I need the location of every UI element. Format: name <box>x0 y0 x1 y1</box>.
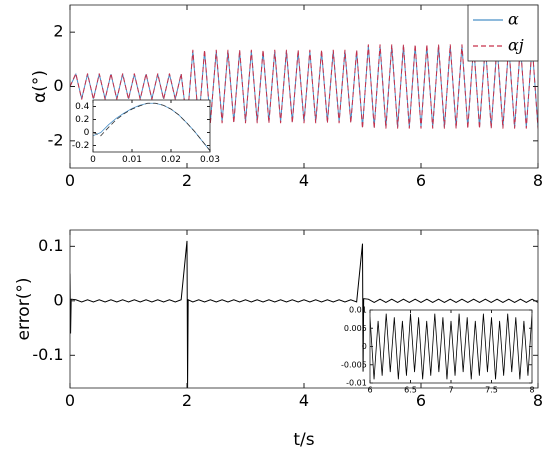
legend: α αj <box>467 4 539 62</box>
data-line <box>70 240 538 388</box>
x-tick-label: 0.01 <box>122 155 142 165</box>
x-axis-label: t/s <box>293 430 314 450</box>
y-tick-label: 0.005 <box>344 324 367 333</box>
legend-box <box>467 4 539 62</box>
x-tick-label: 8 <box>529 385 534 394</box>
x-tick-label: 4 <box>299 171 309 190</box>
panel: 0 0.01 0.02 0.03-0.200.20.4 <box>72 99 220 165</box>
panel: 0 2 4 6 8 -2 0 2 α(°) α αj <box>30 4 543 190</box>
y-tick-label: -0.2 <box>72 141 90 151</box>
y-tick-label: 0 <box>53 290 63 309</box>
y-tick-label: 0.2 <box>75 115 89 125</box>
x-tick-label: 8 <box>533 171 543 190</box>
plot-area <box>93 100 210 152</box>
x-tick-label: 6 <box>367 385 372 394</box>
y-tick-label: 0.4 <box>75 102 90 112</box>
x-tick-label: 0 <box>65 171 75 190</box>
y-tick-label: -2 <box>48 130 64 149</box>
data-line <box>70 44 538 129</box>
data-line <box>93 102 210 151</box>
y-axis-label: α(°) <box>30 70 50 103</box>
data-line <box>370 313 532 380</box>
x-tick-label: 6 <box>416 171 426 190</box>
y-tick-label: -0.005 <box>341 360 367 369</box>
y-tick-label: -0.01 <box>346 379 367 388</box>
x-tick-label: 2 <box>182 171 192 190</box>
x-tick-label: 0.03 <box>200 155 220 165</box>
x-tick-label: 8 <box>533 391 543 410</box>
legend-label: αj <box>508 36 524 55</box>
x-tick-label: 2 <box>182 391 192 410</box>
x-tick-label: 7.5 <box>485 385 498 394</box>
axes-box <box>92 99 211 153</box>
y-tick-label: 0.1 <box>38 236 63 255</box>
x-tick-label: 0 <box>65 391 75 410</box>
y-tick-label: -0.1 <box>32 345 63 364</box>
x-tick-label: 0 <box>90 155 96 165</box>
y-tick-label: 2 <box>53 22 63 41</box>
panel: 6 6.5 7 7.5 8 -0.01 -0.005 0 0.005 0.01 <box>341 306 535 395</box>
x-tick-label: 7 <box>448 385 453 394</box>
y-axis-label: error(°) <box>14 278 34 341</box>
x-tick-label: 4 <box>299 391 309 410</box>
x-tick-label: 6.5 <box>404 385 417 394</box>
x-tick-label: 6 <box>416 391 426 410</box>
data-line <box>93 102 210 151</box>
y-tick-label: 0 <box>362 342 367 351</box>
legend-label: α <box>508 10 519 29</box>
y-tick-label: 0 <box>84 128 90 138</box>
y-tick-label: 0 <box>53 76 63 95</box>
y-tick-label: 0.01 <box>349 306 367 315</box>
x-tick-label: 0.02 <box>161 155 181 165</box>
